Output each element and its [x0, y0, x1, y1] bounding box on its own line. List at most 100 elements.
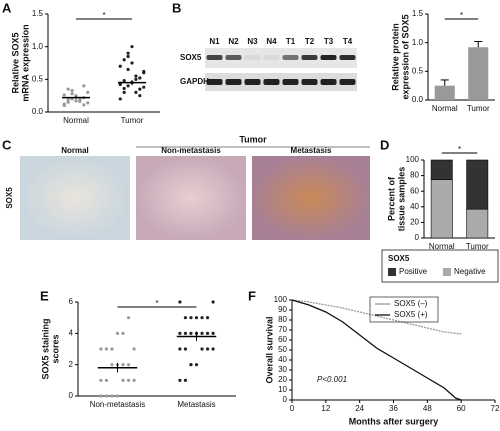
y-tick-label: 30 — [278, 365, 287, 374]
ihc-image — [20, 156, 130, 240]
annotation: P<0.001 — [317, 375, 347, 384]
dot — [183, 378, 188, 382]
x-axis-label: Months after surgery — [349, 416, 439, 426]
dot — [211, 300, 215, 304]
y-tick-label: 1.0 — [32, 42, 44, 51]
y-tick-label: 70 — [278, 325, 287, 334]
lane-label: T2 — [305, 37, 315, 46]
y-tick-label: 1.5 — [412, 9, 424, 18]
dot — [82, 84, 86, 88]
band — [301, 79, 318, 85]
x-tick-label: Tumor — [466, 242, 489, 251]
dot — [189, 331, 193, 335]
dot — [178, 378, 182, 382]
dot — [142, 85, 146, 89]
dot — [122, 58, 126, 62]
dot — [130, 45, 134, 49]
x-tick-label: 60 — [457, 404, 466, 413]
y-axis-label: expression of SOX5 — [400, 14, 410, 99]
dot — [138, 87, 142, 91]
significance: * — [458, 145, 461, 154]
dot — [110, 347, 114, 351]
dot — [130, 61, 134, 65]
y-axis-label: Overall survival — [264, 316, 274, 383]
dot — [126, 316, 131, 320]
legend-title: SOX5 — [388, 254, 410, 263]
dot — [115, 394, 120, 398]
y-tick-label: 0.0 — [412, 95, 424, 104]
x-tick-label: Normal — [63, 116, 89, 125]
legend-label: Negative — [454, 267, 486, 276]
dot — [142, 69, 146, 74]
dot — [82, 103, 86, 107]
dot — [126, 51, 130, 55]
dot — [110, 394, 114, 398]
y-tick-label: 1.0 — [412, 38, 424, 47]
y-tick-label: 6 — [69, 297, 74, 306]
y-axis-label: SOX5 staining — [40, 318, 50, 379]
y-tick-label: 60 — [410, 186, 419, 195]
significance: * — [460, 11, 463, 20]
x-tick-label: Metastasis — [177, 400, 215, 409]
y-tick-label: 2 — [69, 360, 74, 369]
y-tick-label: 4 — [69, 328, 74, 337]
dot — [178, 331, 182, 335]
band — [225, 55, 242, 60]
dot — [132, 378, 136, 382]
ihc-row: SOX5 — [5, 187, 14, 209]
y-axis-label: Relative protein — [390, 23, 400, 91]
dot — [104, 378, 109, 382]
dot — [104, 347, 109, 351]
band — [320, 55, 337, 60]
x-tick-label: Normal — [432, 104, 458, 113]
band — [282, 55, 299, 60]
dot — [205, 347, 210, 351]
y-tick-label: 0 — [69, 391, 74, 400]
dot — [70, 92, 74, 96]
dot — [200, 316, 204, 320]
bar-segment — [430, 179, 453, 239]
dot — [62, 102, 66, 106]
legend-swatch — [443, 268, 451, 276]
dot — [122, 79, 126, 83]
dot — [70, 88, 74, 93]
dot — [66, 87, 70, 91]
panel-label: B — [172, 0, 181, 15]
dot — [118, 64, 122, 68]
bar-segment — [430, 159, 453, 180]
dot — [122, 86, 126, 91]
band — [244, 79, 261, 85]
dot — [132, 347, 136, 351]
ihc-image — [136, 156, 246, 240]
y-tick-label: 100 — [274, 295, 288, 304]
lane-label: N4 — [266, 37, 277, 46]
row-label: GAPDH — [180, 77, 209, 86]
row-label: SOX5 — [180, 53, 202, 62]
legend-box — [369, 296, 439, 323]
dot — [183, 331, 188, 335]
dot — [205, 316, 210, 320]
y-tick-label: 0 — [415, 233, 420, 242]
blot-strip — [205, 48, 357, 68]
x-tick-label: Normal — [429, 242, 455, 251]
x-tick-label: 0 — [290, 404, 295, 413]
dot — [126, 378, 131, 382]
ihc-column: Normal — [61, 146, 89, 155]
dot — [121, 331, 125, 335]
y-tick-label: 50 — [278, 345, 287, 354]
y-tick-label: 0.5 — [32, 74, 44, 83]
y-axis-label: scores — [50, 334, 60, 363]
x-tick-label: Non-metastasis — [90, 400, 146, 409]
dot — [200, 331, 204, 335]
ihc-image — [252, 156, 370, 240]
blot: N1 N2 N3 N4 T1 T2 T3 T4 SOX5 GAPDH — [180, 37, 356, 86]
y-tick-label: 20 — [278, 375, 287, 384]
bar-segment — [466, 159, 489, 210]
band — [206, 55, 223, 60]
blot-strip — [205, 73, 357, 91]
dot — [118, 97, 122, 101]
y-axis-label: Relative SOX5 — [10, 32, 20, 93]
panel-label: C — [2, 137, 12, 152]
y-tick-label: 40 — [278, 355, 287, 364]
